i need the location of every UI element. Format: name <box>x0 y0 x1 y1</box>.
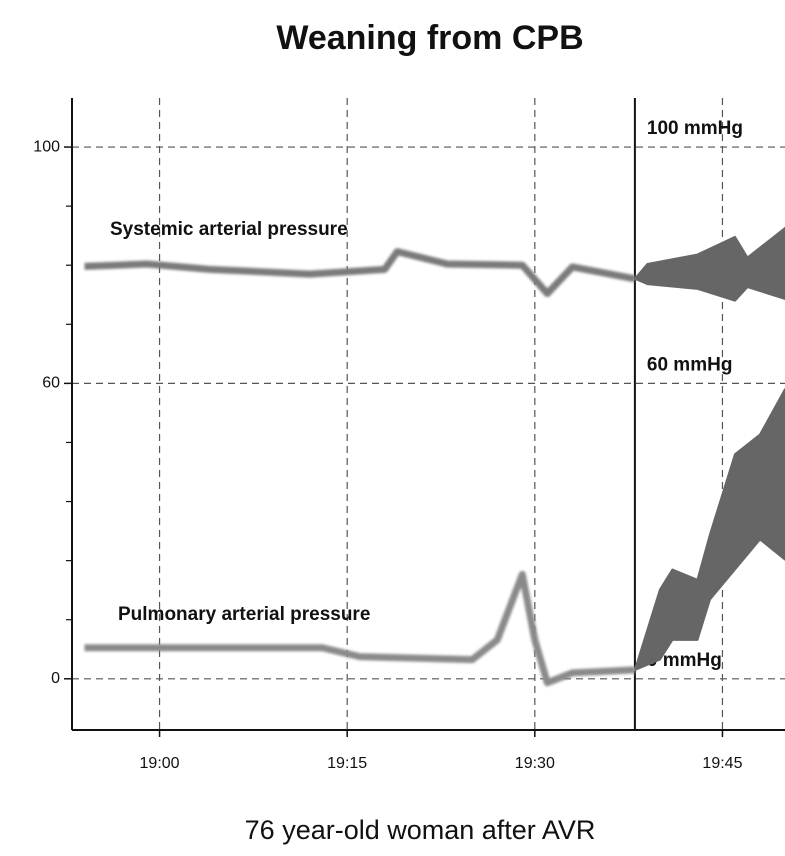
y-tick-label: 100 <box>33 138 60 155</box>
y-tick-label: 60 <box>42 375 60 392</box>
series-line <box>84 570 636 687</box>
series-label: Systemic arterial pressure <box>110 219 348 240</box>
x-tick-label: 19:00 <box>140 755 180 772</box>
annotation: 60 mmHg <box>647 354 733 375</box>
series-label: Pulmonary arterial pressure <box>118 604 370 625</box>
x-tick-label: 19:15 <box>327 755 367 772</box>
chart-title: Weaning from CPB <box>276 19 583 57</box>
x-tick-label: 19:30 <box>515 755 555 772</box>
range-band <box>633 388 785 671</box>
x-tick-label: 19:45 <box>702 755 742 772</box>
y-tick-label: 0 <box>51 670 60 687</box>
annotation: 0 mmHg <box>647 650 722 671</box>
range-band <box>633 226 785 302</box>
annotation: 100 mmHg <box>647 118 743 139</box>
chart-subtitle: 76 year-old woman after AVR <box>245 815 596 845</box>
series-line <box>84 248 636 298</box>
